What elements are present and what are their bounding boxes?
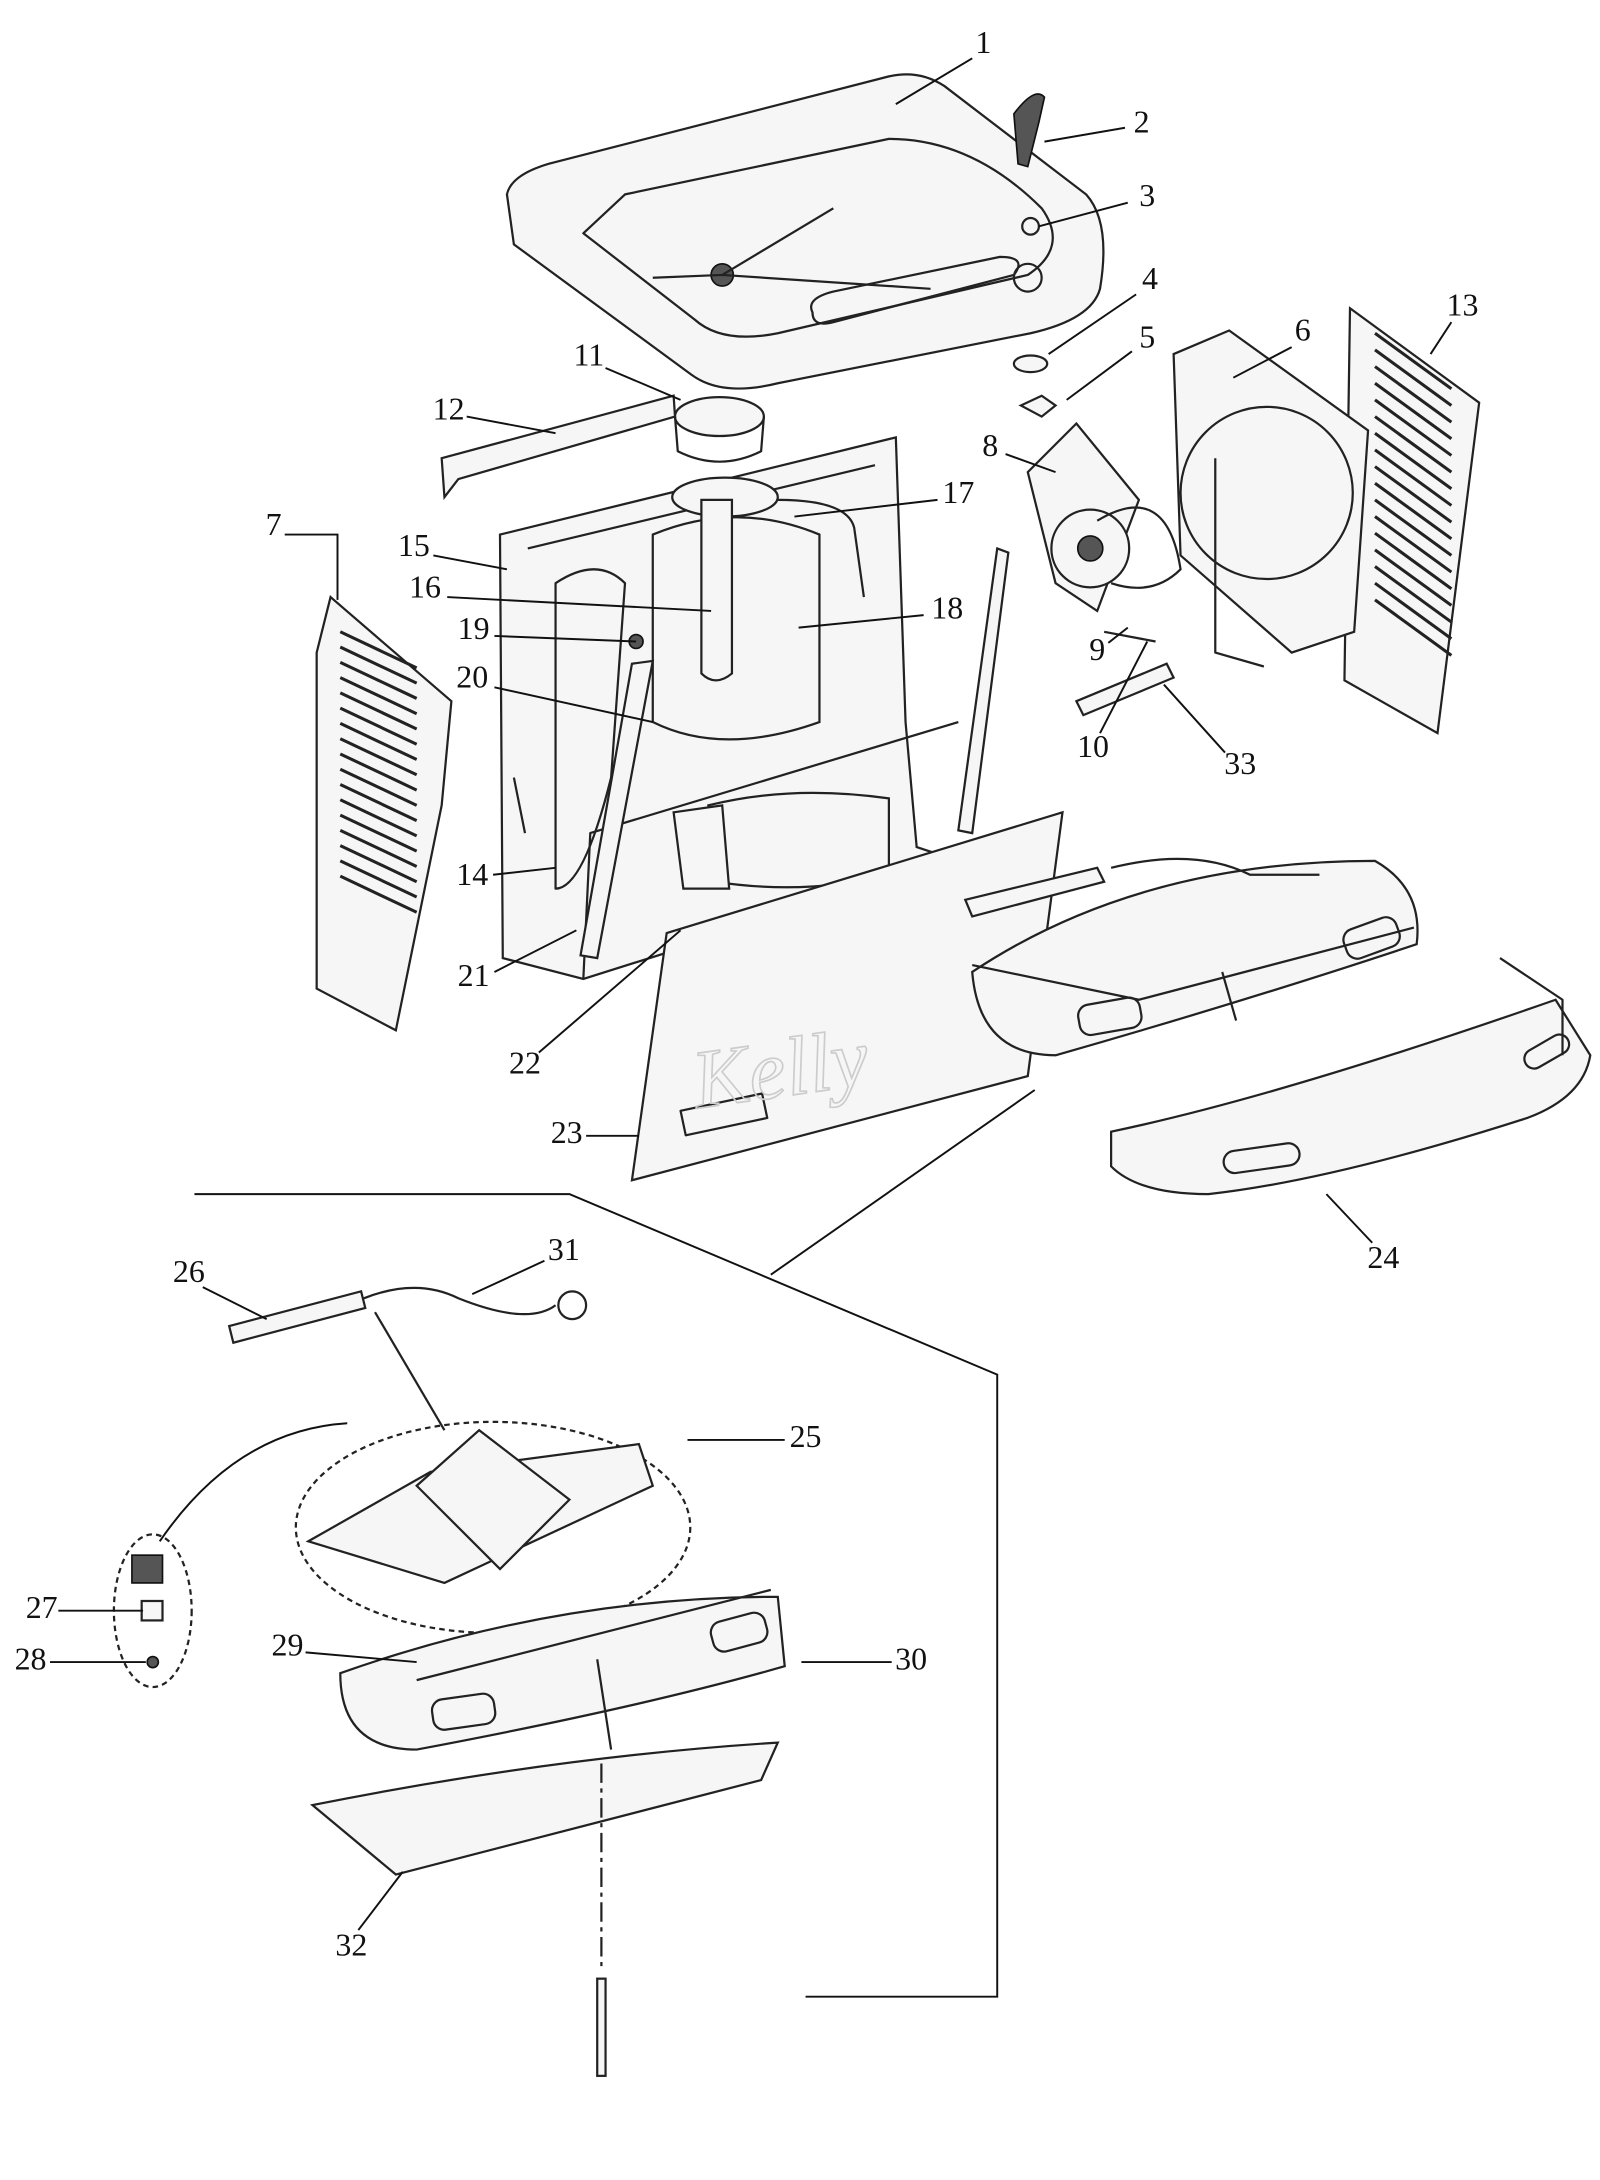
callout-number: 9 [1089,632,1105,667]
louver [339,752,418,792]
leader-line [1048,293,1137,355]
louver [339,798,418,838]
callout-number: 1 [975,25,991,60]
louver [339,859,418,899]
louver [1374,398,1453,457]
louver [339,722,418,761]
louver [1374,332,1453,391]
callout-number: 19 [458,611,490,646]
leader-line [1232,346,1293,379]
callout-number: 2 [1134,104,1150,139]
callout-number: 5 [1139,320,1155,355]
callout-number: 28 [15,1641,47,1676]
louver [339,660,418,700]
callout-number: 8 [982,428,998,463]
louver [339,706,418,746]
callout-number: 29 [272,1628,304,1663]
louver [1374,481,1453,540]
callout-number: 25 [790,1419,822,1454]
callout-number: 23 [551,1115,583,1150]
louver [339,767,418,807]
callout-number: 4 [1142,261,1158,296]
callout-number: 16 [409,569,441,604]
leader-line [433,554,508,571]
louver [1374,431,1453,490]
louver [339,844,418,884]
louver [339,737,418,777]
leader-line [1005,453,1056,474]
callout-number: 21 [458,958,490,993]
leader-line [1044,126,1126,143]
callout-number: 32 [335,1927,367,1962]
callout-number: 18 [931,590,963,625]
leader-line [1099,641,1149,734]
callout-number: 10 [1077,729,1109,764]
callout-number: 13 [1447,288,1479,323]
callout-number: 26 [173,1254,205,1289]
leader-line [492,866,556,876]
leader-line [895,57,973,105]
leader-line [494,929,577,973]
louver [339,645,418,685]
leader-line [798,614,924,629]
callout-number: 6 [1295,313,1311,348]
louver [339,783,418,823]
leader-line [284,533,339,600]
leader-line [447,596,712,612]
leader-line [538,929,682,1054]
leader-line [1429,321,1453,355]
parts [112,73,1592,2077]
leader-line [794,498,938,518]
louver [339,813,418,853]
louver [1374,598,1453,657]
callout-number: 3 [1139,178,1155,213]
louver [1374,382,1453,441]
louver [1374,448,1453,507]
callout-number: 11 [574,338,605,373]
leader-line [1163,683,1226,754]
callout-number: 22 [509,1046,541,1081]
leader-line [605,367,681,401]
louver [1374,515,1453,574]
callout-number: 14 [456,857,488,892]
leader-line [1325,1193,1373,1244]
leader-line [471,1259,545,1295]
louver [1374,415,1453,474]
callout-number: 31 [548,1232,580,1267]
leader-line [494,686,653,723]
callout-number: 15 [398,528,430,563]
leader-line [305,1651,417,1664]
leader-line [466,415,556,435]
louver [1374,581,1453,640]
leader-line [202,1286,268,1320]
leader-line [1066,350,1133,401]
louver [339,874,418,914]
callout-number: 27 [26,1590,58,1625]
louver [339,630,418,670]
louver [1374,348,1453,407]
callout-number: 17 [942,475,974,510]
callout-number: 7 [266,507,282,542]
louver [1374,565,1453,624]
louver [1374,498,1453,557]
leader-line [1038,201,1129,228]
louver [339,828,418,868]
callout-number: 30 [895,1641,927,1676]
callout-number: 20 [456,660,488,695]
louver [1374,365,1453,424]
louver [339,676,418,716]
callout-number: 12 [433,392,465,427]
louver [1374,465,1453,524]
leader-line [1107,626,1129,644]
leader-line [494,634,637,643]
louver [1374,548,1453,607]
callout-number: 33 [1224,746,1256,781]
leader-line [357,1871,404,1931]
louver [1374,531,1453,590]
louver [339,691,418,731]
callout-number: 24 [1367,1240,1399,1275]
